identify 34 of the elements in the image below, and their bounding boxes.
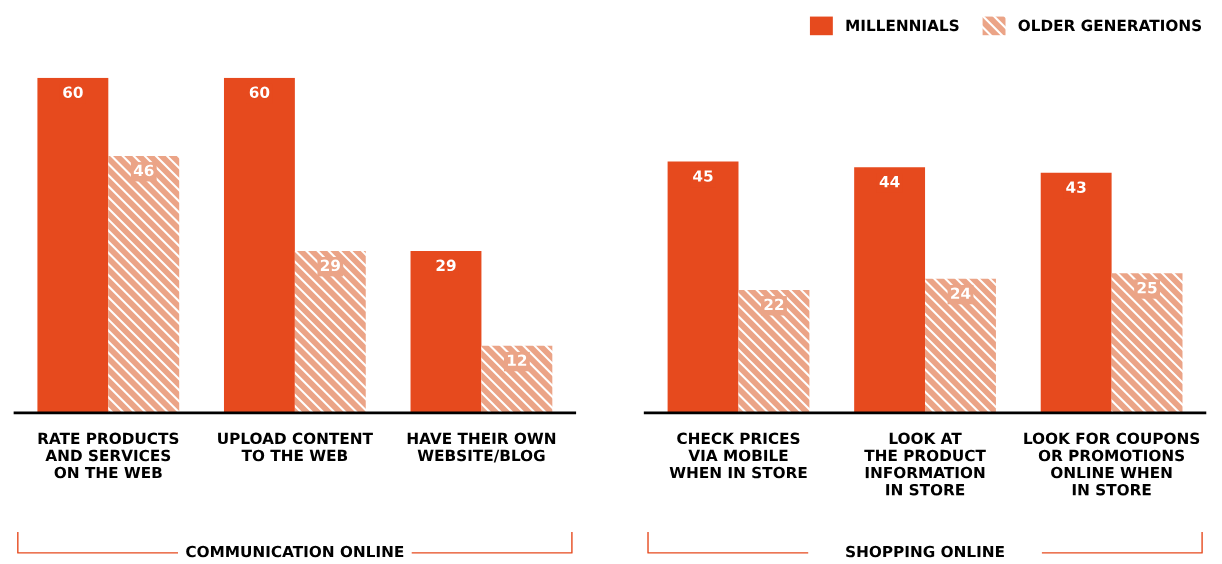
bar [37,77,109,413]
bar [925,278,996,413]
data-label: 46 [133,164,154,177]
bar [667,161,739,413]
data-label: 60 [63,86,83,99]
x-tick-label: HAVE THEIR OWN WEBSITE/BLOG [407,432,556,463]
data-label: 22 [764,298,784,310]
data-label: 44 [879,176,900,188]
bar [738,290,810,413]
data-label: 29 [436,259,456,272]
data-label: 25 [1137,281,1157,294]
bar [1040,172,1112,413]
bar [108,156,180,413]
data-label: 12 [507,354,527,366]
bar [223,77,295,413]
x-tick-label: UPLOAD CONTENT TO THE WEB [218,432,373,462]
x-axis-title: SHOPPING ONLINE [846,545,1004,558]
data-label: 60 [249,86,270,99]
legend-label: OLDER GENERATIONS [1018,19,1202,32]
x-tick-label: LOOK FOR COUPONS OR PROMOTIONS ONLINE WHEN IN STORE [1024,432,1200,496]
bar [410,250,482,413]
legend-label: MILLENNIALS [846,19,959,32]
data-label: 43 [1066,181,1086,193]
bar [854,167,926,413]
bar [481,345,553,413]
x-tick-label: LOOK AT THE PRODUCT INFORMATION IN STORE [864,432,986,496]
x-tick-label: CHECK PRICES VIA MOBILE WHEN IN STORE [669,432,807,479]
data-label: 24 [951,287,971,299]
x-axis-title: COMMUNICATION ONLINE [186,545,404,558]
bar [1111,273,1183,413]
data-label: 29 [320,259,340,272]
x-tick-label: RATE PRODUCTS AND SERVICES ON THE WEB [38,432,179,479]
data-label: 45 [693,170,713,182]
bar [294,250,366,413]
